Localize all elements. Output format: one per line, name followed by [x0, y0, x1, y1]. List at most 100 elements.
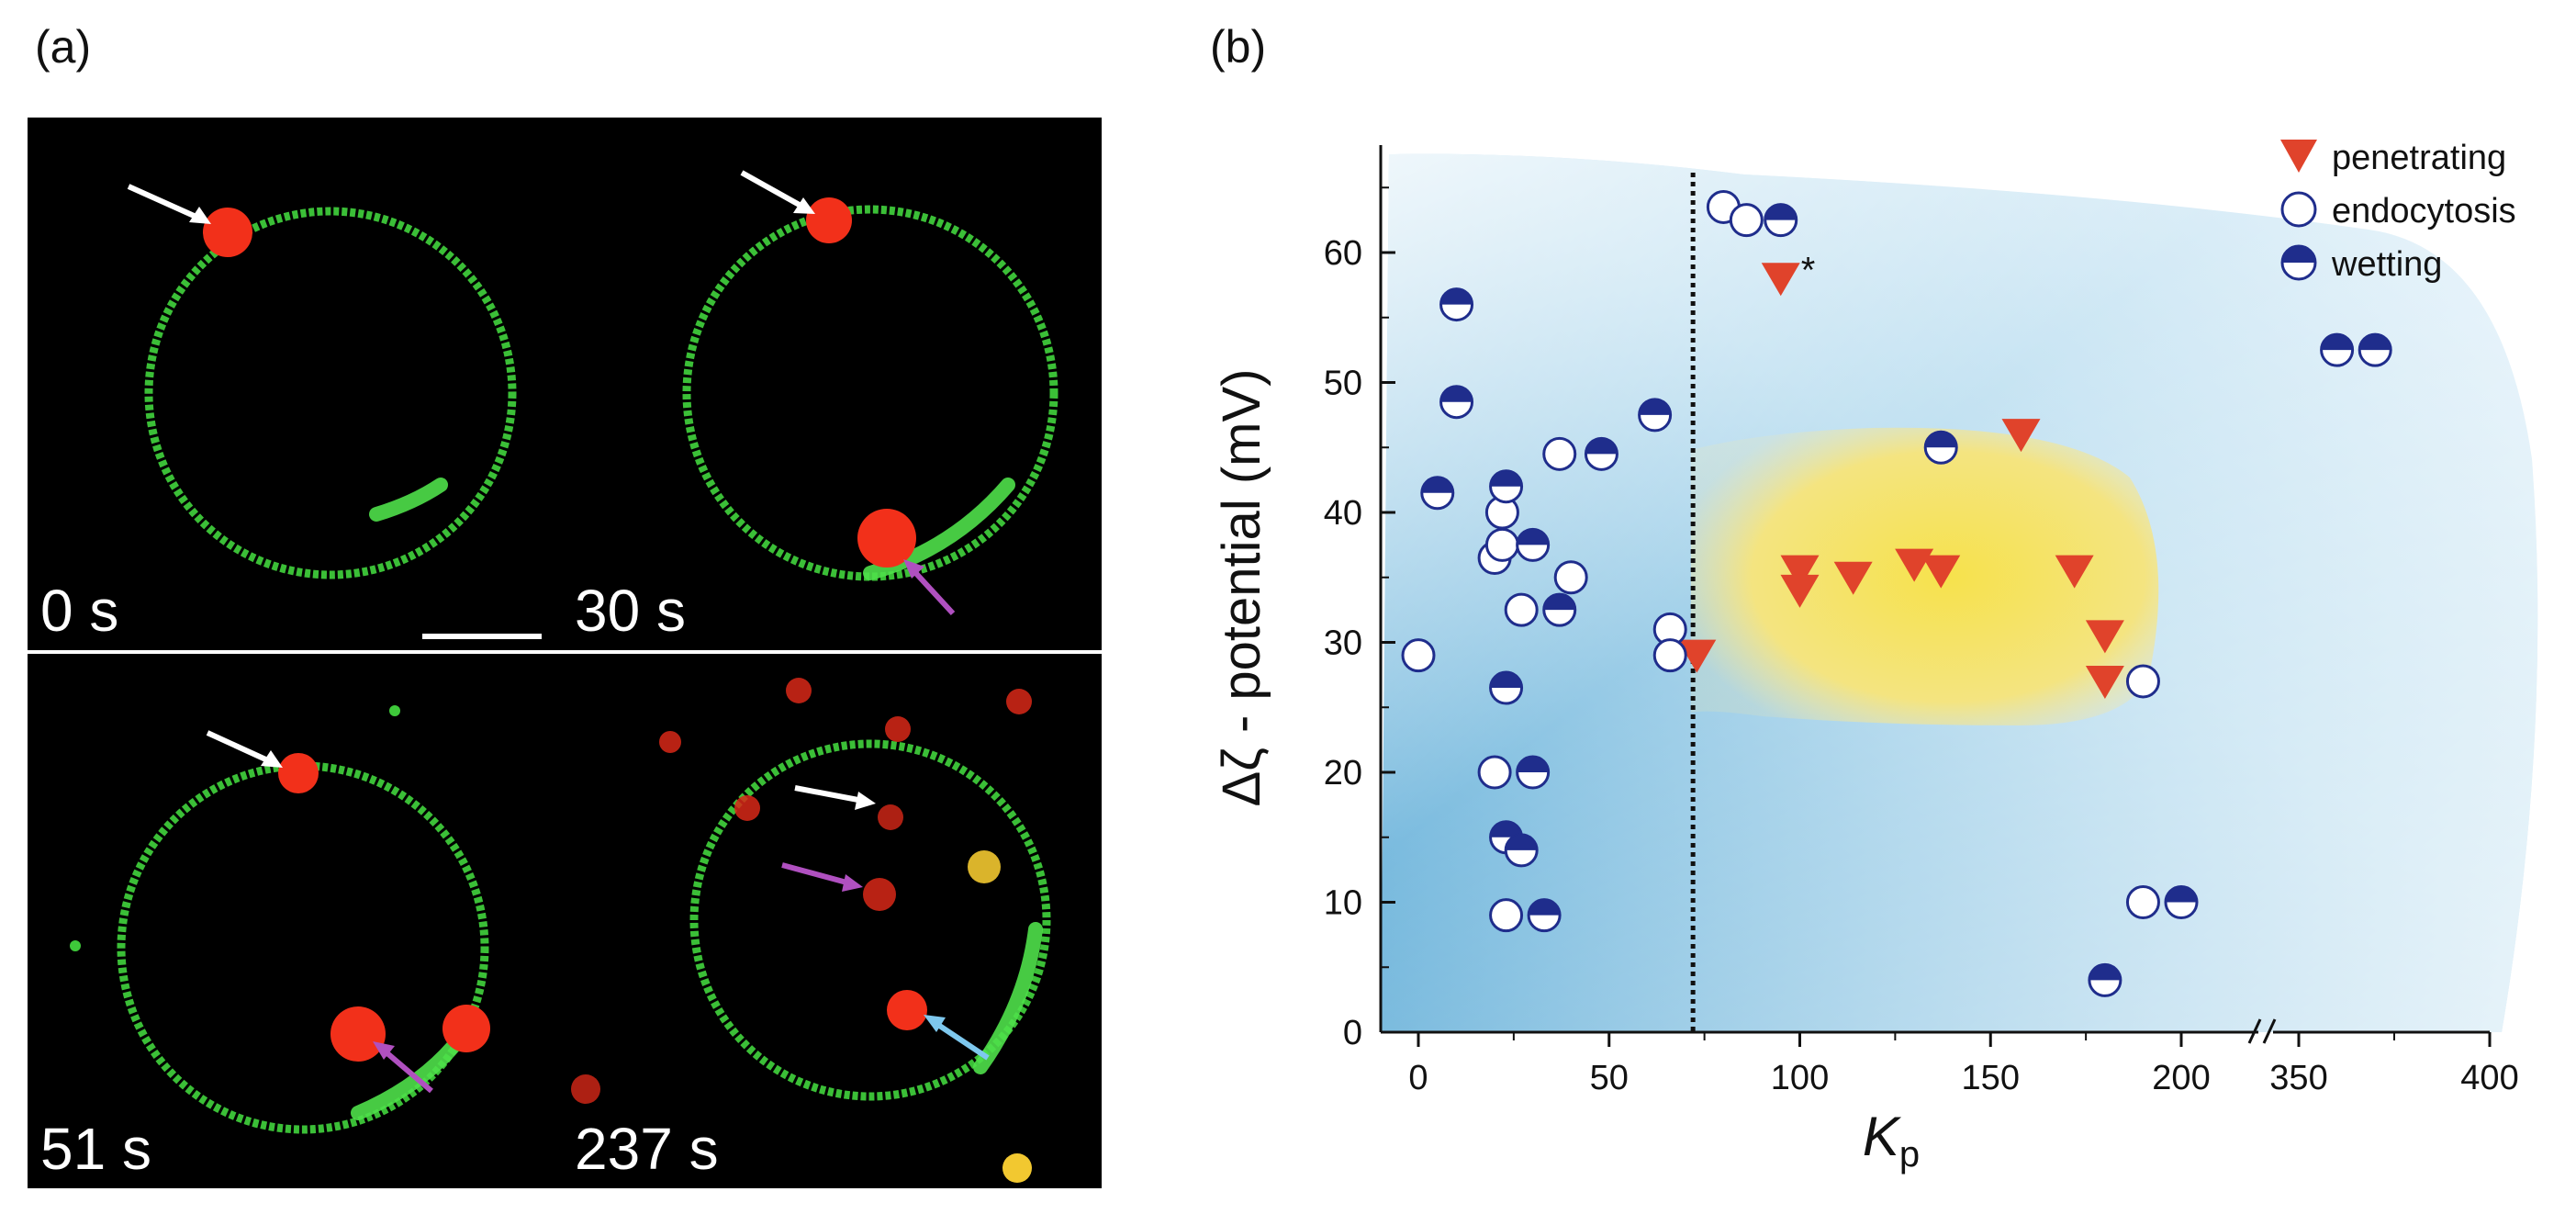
wetting-point-fill: [1440, 288, 1473, 305]
particle: [203, 208, 252, 257]
vesicle-image: [127, 184, 542, 639]
half-filled-circle-icon: [2280, 244, 2317, 281]
purple-arrow-icon: [908, 565, 956, 616]
wetting-point: [1516, 755, 1551, 790]
wetting-point-fill: [1440, 386, 1473, 402]
x-tick-label: 100: [1771, 1059, 1829, 1097]
time-label: 237 s: [575, 1116, 719, 1182]
time-label: 30 s: [575, 578, 686, 644]
wetting-point: [1527, 898, 1562, 933]
y-tick-label: 0: [1343, 1014, 1362, 1052]
wetting-point: [1420, 476, 1455, 511]
axis-break-icon: [2247, 1018, 2277, 1044]
asterisk-annotation: *: [1801, 250, 1816, 290]
wetting-point: [2088, 962, 2122, 997]
x-tick-label: 400: [2460, 1059, 2518, 1097]
wetting-point: [1439, 385, 1474, 420]
white-arrow-icon: [127, 184, 202, 221]
white-arrow-icon: [206, 730, 274, 765]
wetting-point-fill: [1585, 438, 1618, 455]
wetting-point-fill: [1506, 834, 1538, 850]
yellow-region: [1691, 427, 2159, 725]
panel-a-label: (a): [35, 21, 92, 73]
time-label: 51 s: [40, 1116, 151, 1182]
penetrating-point: [1780, 555, 1820, 589]
wetting-point: [2164, 885, 2199, 919]
time-label: 0 s: [40, 578, 119, 644]
micro-frame-0s: 0 s: [28, 118, 567, 650]
wetting-point: [1923, 430, 1958, 465]
x-tick-label: 200: [2152, 1059, 2210, 1097]
wetting-point: [1542, 592, 1577, 627]
endocytosis-point: [1477, 755, 1512, 790]
y-tick-label: 20: [1324, 754, 1362, 792]
legend: penetrating endocytosis wetting: [2280, 139, 2516, 284]
micro-frame-30s: 30 s: [567, 118, 1102, 650]
legend-endocytosis: endocytosis: [2332, 192, 2516, 230]
wetting-point-fill: [2166, 886, 2197, 903]
endocytosis-point: [1484, 527, 1519, 562]
open-circle-icon: [2280, 191, 2317, 228]
wetting-point: [1489, 469, 1524, 504]
x-tick-label: 0: [1408, 1059, 1428, 1097]
penetrating-point: [2001, 419, 2041, 453]
wetting-point-fill: [1764, 204, 1797, 220]
penetrating-point: [1761, 263, 1800, 297]
x-axis-title: Kp: [1863, 1106, 1920, 1175]
endocytosis-point: [2125, 885, 2160, 919]
x-ticks: 0 50 100 150 200 350 400: [1408, 1032, 2519, 1097]
endocytosis-point: [1652, 638, 1687, 673]
wetting-point-fill: [1925, 432, 1957, 448]
wetting-point-fill: [2089, 964, 2121, 981]
micro-frame-237s: 237 s: [567, 654, 1102, 1188]
wetting-point: [1638, 398, 1673, 433]
penetrating-point: [2085, 620, 2124, 654]
endocytosis-point: [1542, 436, 1577, 471]
wetting-point-fill: [2359, 334, 2391, 351]
penetrating-point: [1921, 555, 1961, 589]
penetrating-point: [2085, 665, 2124, 699]
wetting-point-fill: [1421, 477, 1453, 493]
x-tick-label: 150: [1962, 1059, 2020, 1097]
wetting-point: [1516, 527, 1551, 562]
wetting-point: [1584, 436, 1618, 471]
wetting-point: [2320, 332, 2355, 367]
vesicle-image: [571, 678, 1051, 1183]
purple-arrow-icon: [781, 862, 851, 886]
wetting-point-fill: [1517, 529, 1549, 545]
y-ticks: 0 10 20 30 40 50 60: [1324, 186, 1395, 1052]
endocytosis-point: [1489, 898, 1524, 933]
y-tick-label: 40: [1324, 494, 1362, 533]
x-tick-label: 50: [1590, 1059, 1629, 1097]
panel-b-label: (b): [1210, 21, 1267, 73]
y-tick-label: 60: [1324, 234, 1362, 273]
wetting-point: [2358, 332, 2392, 367]
legend-penetrating: penetrating: [2332, 139, 2506, 177]
endocytosis-point: [1401, 638, 1436, 673]
y-tick-label: 50: [1324, 365, 1362, 403]
penetrating-point: [1677, 639, 1717, 673]
wetting-point: [1439, 287, 1474, 322]
endocytosis-point: [1729, 203, 1764, 238]
legend-wetting: wetting: [2331, 245, 2442, 284]
micro-frame-51s: 51 s: [28, 654, 567, 1188]
wetting-point-fill: [1529, 899, 1561, 916]
penetrating-point: [1833, 561, 1873, 595]
white-arrow-icon: [740, 170, 806, 210]
white-arrow-icon: [794, 785, 864, 804]
wetting-point-fill: [1490, 672, 1522, 689]
endocytosis-point: [2125, 664, 2160, 699]
y-tick-label: 30: [1324, 624, 1362, 663]
x-tick-label: 350: [2269, 1059, 2327, 1097]
data-points: [1401, 189, 2392, 997]
blue-arrow-icon: [931, 1018, 990, 1061]
penetrating-point: [1780, 574, 1820, 608]
wetting-point: [1489, 670, 1524, 705]
red-triangle-icon: [2280, 140, 2317, 173]
wetting-point-fill: [2321, 334, 2353, 351]
y-axis-title: Δζ - potential (mV): [1212, 369, 1271, 807]
wetting-point-fill: [1490, 470, 1522, 487]
y-tick-label: 10: [1324, 884, 1362, 923]
wetting-point: [1504, 833, 1539, 868]
